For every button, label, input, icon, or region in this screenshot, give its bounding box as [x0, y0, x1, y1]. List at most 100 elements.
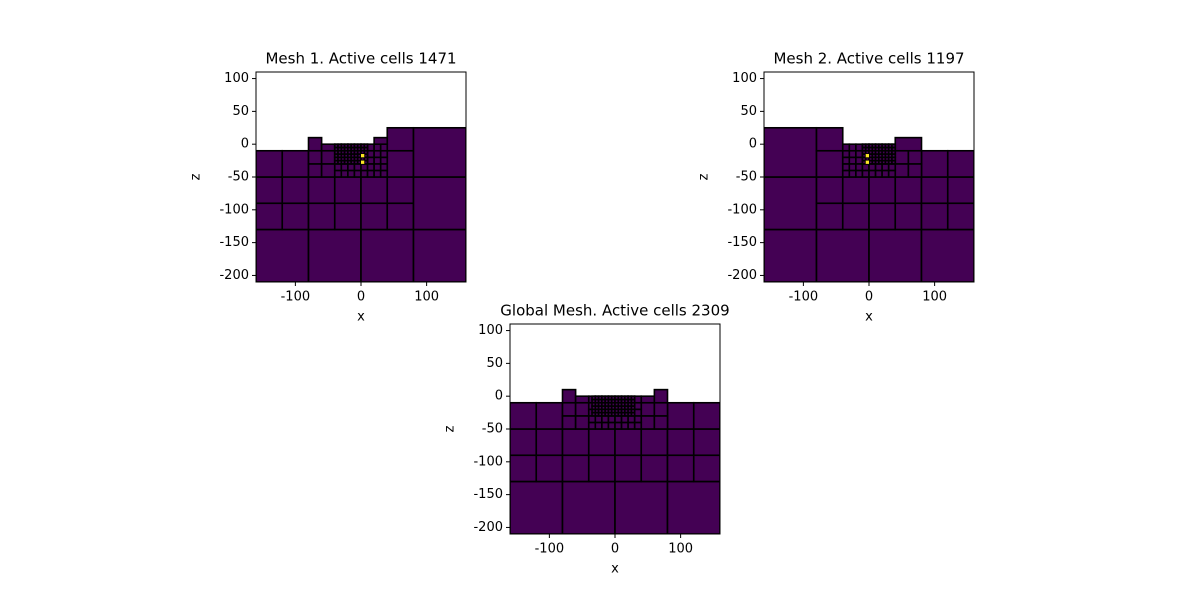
mesh-cell [614, 454, 643, 483]
mesh-cell [920, 176, 949, 205]
mesh-cell [561, 428, 590, 457]
mesh-cell [333, 163, 343, 172]
x-tick-label: 0 [611, 542, 619, 557]
mesh-cell [320, 143, 336, 152]
mesh-cell [887, 163, 897, 172]
y-axis-label: z [443, 425, 458, 432]
highlight-cell [361, 154, 365, 158]
mesh-cell [561, 415, 577, 430]
mesh-cell [633, 421, 643, 430]
mesh-cell [307, 176, 336, 205]
mesh-cell [347, 169, 356, 178]
mesh-cell [561, 480, 616, 534]
mesh-cell [815, 228, 870, 282]
y-tick-label: -100 [473, 454, 503, 469]
x-tick-label: 100 [668, 542, 693, 557]
mesh-cell [640, 401, 656, 417]
mesh-cell [587, 454, 616, 483]
mesh-cell [881, 169, 890, 178]
mesh-cell [353, 163, 362, 172]
y-tick-label: -50 [228, 170, 249, 185]
mesh-cell [841, 149, 851, 159]
mesh-cell [653, 388, 669, 404]
mesh-cell [868, 163, 877, 172]
mesh-cell [868, 228, 923, 282]
mesh-cell [587, 428, 616, 457]
mesh-cell [373, 163, 382, 172]
mesh-cell [574, 401, 590, 417]
mesh-cell [360, 176, 389, 205]
mesh-cell [561, 454, 590, 483]
mesh-cell [855, 143, 864, 152]
y-tick-label: -150 [473, 487, 503, 502]
highlight-cell [361, 160, 365, 164]
mesh-cell [363, 143, 369, 149]
mesh-cell [535, 428, 564, 457]
mesh-cell [848, 143, 857, 152]
mesh-cell [607, 421, 616, 430]
y-tick-label: -100 [727, 202, 757, 217]
mesh-cell [510, 428, 538, 457]
mesh-cell [587, 421, 597, 430]
mesh-cell [412, 126, 466, 178]
mesh-cell [510, 401, 538, 430]
mesh-cell [946, 176, 974, 205]
mesh-cell [574, 395, 590, 404]
y-axis-label: z [697, 173, 712, 180]
mesh-cell [614, 480, 669, 534]
mesh-cell [535, 454, 564, 483]
axes: -100 0 100 -200 -150 -100 -50 0 50 100 Mesh 1. Act… [189, 50, 467, 325]
x-tick-label: -100 [535, 542, 565, 557]
mesh-cell [333, 176, 362, 205]
mesh-cell [256, 176, 284, 205]
mesh-cell [841, 202, 870, 231]
mesh-cell [894, 202, 923, 231]
mesh-cell [815, 126, 844, 152]
mesh-cell [841, 143, 851, 152]
y-tick-label: -100 [219, 202, 249, 217]
mesh-cell [640, 428, 669, 457]
y-tick-label: 0 [749, 137, 757, 152]
mesh-cell [633, 401, 643, 411]
mesh-cell [614, 415, 623, 424]
mesh-cell [510, 454, 538, 483]
mesh-cell [848, 156, 857, 165]
mesh-cell [574, 415, 590, 430]
mesh-cell [360, 228, 415, 282]
y-tick-label: 100 [224, 71, 249, 86]
y-tick-label: 0 [241, 137, 249, 152]
mesh-cell [855, 163, 864, 172]
y-tick-label: -150 [219, 235, 249, 250]
mesh-cell [640, 395, 656, 404]
mesh-cell [894, 149, 910, 165]
mesh-cell [587, 415, 597, 424]
mesh-cell [333, 202, 362, 231]
mesh-cells [764, 126, 974, 282]
x-axis-label: x [357, 310, 365, 325]
mesh-cell [281, 149, 310, 178]
mesh-cell [333, 169, 343, 178]
mesh-cell [848, 149, 857, 159]
x-tick-label: 100 [922, 290, 947, 305]
y-tick-label: 50 [486, 356, 503, 371]
mesh-cell [379, 169, 389, 178]
mesh-cell [366, 169, 375, 178]
y-axis-label: z [189, 173, 204, 180]
mesh-cell [386, 149, 415, 178]
mesh-cell [640, 454, 669, 483]
mesh-cell [630, 395, 636, 401]
chart-title: Mesh 1. Active cells 1471 [265, 50, 456, 68]
y-tick-label: 0 [495, 389, 503, 404]
mesh-cell [633, 415, 643, 424]
mesh-cell [946, 149, 974, 178]
mesh-cell [841, 169, 851, 178]
mesh-cell [868, 169, 877, 178]
mesh-cell [666, 428, 695, 457]
mesh-cell [764, 228, 818, 282]
mesh-cell [373, 136, 389, 145]
y-tick-label: 100 [732, 71, 757, 86]
axes: -100 0 100 -200 -150 -100 -50 0 50 100 Global Mesh… [443, 302, 730, 577]
mesh-cell [366, 156, 375, 165]
mesh-cell [281, 176, 310, 205]
mesh-cell [815, 202, 844, 231]
